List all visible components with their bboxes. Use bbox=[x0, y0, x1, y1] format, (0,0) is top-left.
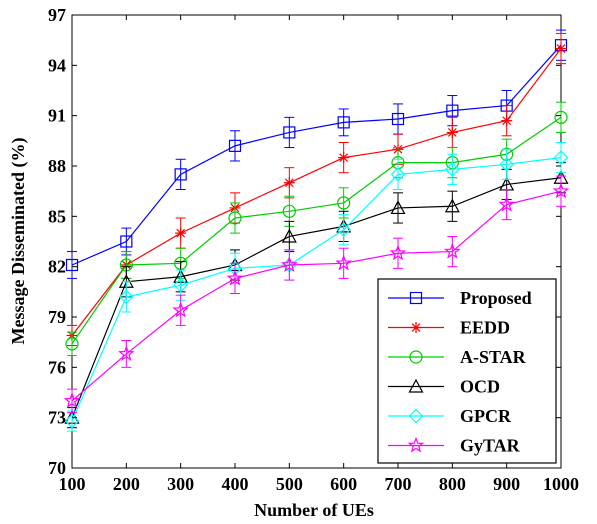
x-tick-label: 700 bbox=[385, 474, 412, 494]
legend-label: GyTAR bbox=[460, 436, 521, 456]
legend-marker bbox=[410, 322, 422, 333]
y-tick-label: 82 bbox=[48, 257, 66, 277]
x-tick-label: 1000 bbox=[543, 474, 579, 494]
data-point bbox=[175, 227, 187, 239]
y-tick-label: 85 bbox=[48, 206, 66, 226]
x-tick-label: 800 bbox=[439, 474, 466, 494]
data-point bbox=[65, 337, 79, 351]
data-point bbox=[446, 126, 458, 138]
legend-marker bbox=[407, 436, 425, 453]
legend-item: EEDD bbox=[388, 318, 510, 338]
data-point bbox=[228, 211, 242, 225]
legend-marker bbox=[408, 408, 424, 424]
legend-box bbox=[377, 278, 557, 464]
data-point bbox=[172, 301, 189, 318]
data-point bbox=[390, 200, 406, 215]
y-tick-label: 97 bbox=[48, 5, 66, 25]
data-point bbox=[120, 235, 133, 248]
legend-item: Proposed bbox=[388, 288, 532, 308]
y-tick-label: 79 bbox=[48, 307, 66, 327]
data-point bbox=[282, 204, 296, 218]
y-tick-label: 76 bbox=[48, 357, 66, 377]
y-axis-label: Message Disseminated (%) bbox=[8, 138, 29, 345]
x-tick-label: 100 bbox=[59, 474, 86, 494]
legend-label: A-STAR bbox=[460, 347, 527, 367]
data-point bbox=[554, 110, 568, 124]
data-point bbox=[283, 177, 295, 189]
data-point bbox=[336, 222, 352, 238]
legend-label: OCD bbox=[460, 377, 500, 397]
legend-marker bbox=[409, 350, 423, 364]
data-point bbox=[391, 112, 405, 126]
y-tick-label: 94 bbox=[48, 55, 66, 75]
data-point bbox=[281, 228, 297, 243]
data-point bbox=[65, 258, 79, 272]
data-point bbox=[337, 196, 351, 210]
data-point bbox=[499, 156, 515, 172]
x-tick-label: 600 bbox=[330, 474, 357, 494]
data-point bbox=[553, 150, 569, 165]
x-axis-ticks: 100 200 300 400 500 600 700 800 900 1000 bbox=[59, 15, 579, 494]
legend-item: A-STAR bbox=[388, 347, 527, 367]
data-point bbox=[173, 277, 189, 293]
y-tick-label: 70 bbox=[48, 458, 66, 478]
legend-item: OCD bbox=[388, 377, 500, 397]
legend-item: GyTAR bbox=[388, 436, 521, 456]
legend-marker bbox=[409, 291, 423, 305]
series-line bbox=[71, 157, 562, 422]
y-tick-label: 73 bbox=[48, 408, 66, 428]
series-line bbox=[71, 177, 562, 418]
data-point bbox=[444, 162, 460, 177]
data-point bbox=[389, 244, 407, 261]
data-point bbox=[335, 254, 352, 271]
x-tick-label: 400 bbox=[222, 474, 249, 494]
data-point bbox=[64, 413, 80, 429]
data-point bbox=[390, 167, 406, 182]
series-line bbox=[71, 190, 562, 402]
series-line bbox=[71, 44, 562, 266]
series-line bbox=[71, 116, 562, 345]
legend-label: EEDD bbox=[460, 318, 510, 338]
x-tick-label: 500 bbox=[276, 474, 303, 494]
y-tick-label: 88 bbox=[48, 156, 66, 176]
data-point bbox=[444, 198, 460, 213]
data-point bbox=[281, 256, 298, 273]
data-point bbox=[498, 195, 515, 212]
x-tick-label: 300 bbox=[167, 474, 194, 494]
legend: Proposed EEDD A-STAR OCD GPCR GyTAR bbox=[377, 278, 557, 464]
series-proposed bbox=[65, 29, 568, 279]
data-point bbox=[283, 126, 296, 139]
x-tick-label: 900 bbox=[493, 474, 520, 494]
series-gytar bbox=[63, 175, 570, 414]
data-point bbox=[118, 345, 135, 361]
data-point bbox=[444, 242, 461, 259]
data-point bbox=[501, 115, 513, 127]
data-point bbox=[446, 104, 459, 117]
legend-label: Proposed bbox=[460, 288, 532, 308]
legend-marker bbox=[408, 378, 424, 393]
legend-item: GPCR bbox=[388, 406, 512, 426]
series-line bbox=[71, 48, 562, 336]
data-point bbox=[63, 392, 81, 408]
data-point bbox=[338, 152, 350, 164]
data-point bbox=[555, 43, 567, 55]
y-axis-ticks: 70 73 76 79 82 85 88 91 94 97 bbox=[48, 5, 561, 478]
data-point bbox=[228, 139, 242, 152]
data-point bbox=[118, 289, 134, 305]
data-point bbox=[552, 182, 570, 199]
data-point bbox=[226, 269, 244, 286]
x-axis-label: Number of UEs bbox=[254, 500, 374, 520]
data-point bbox=[174, 168, 187, 181]
y-tick-label: 91 bbox=[48, 106, 66, 126]
data-point bbox=[337, 116, 350, 129]
legend-label: GPCR bbox=[460, 406, 512, 426]
x-tick-label: 200 bbox=[113, 474, 140, 494]
